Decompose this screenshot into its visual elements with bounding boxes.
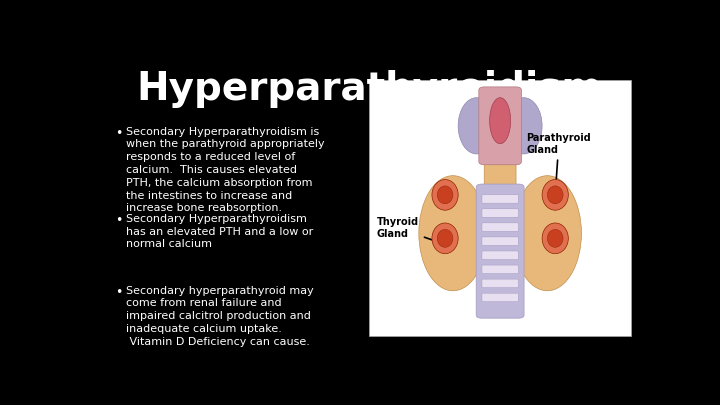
Ellipse shape	[547, 186, 563, 204]
Ellipse shape	[547, 229, 563, 247]
Text: Secondary Hyperparathyroidism
has an elevated PTH and a low or
normal calcium: Secondary Hyperparathyroidism has an ele…	[126, 214, 313, 249]
FancyBboxPatch shape	[482, 279, 518, 288]
FancyBboxPatch shape	[485, 163, 516, 196]
Ellipse shape	[542, 223, 568, 254]
Ellipse shape	[513, 176, 582, 291]
Text: Secondary hyperparathyroid may
come from renal failure and
impaired calcitrol pr: Secondary hyperparathyroid may come from…	[126, 286, 314, 347]
Text: •: •	[115, 214, 122, 227]
FancyBboxPatch shape	[369, 80, 631, 335]
FancyBboxPatch shape	[476, 184, 524, 318]
FancyBboxPatch shape	[482, 209, 518, 217]
FancyBboxPatch shape	[479, 87, 521, 165]
FancyBboxPatch shape	[482, 293, 518, 302]
Ellipse shape	[542, 179, 568, 210]
Ellipse shape	[490, 98, 510, 144]
Ellipse shape	[432, 179, 458, 210]
Ellipse shape	[458, 98, 495, 154]
Ellipse shape	[432, 223, 458, 254]
FancyBboxPatch shape	[482, 223, 518, 231]
Ellipse shape	[419, 176, 487, 291]
Ellipse shape	[437, 229, 453, 247]
FancyBboxPatch shape	[482, 195, 518, 203]
FancyBboxPatch shape	[482, 237, 518, 245]
Ellipse shape	[505, 98, 542, 154]
FancyBboxPatch shape	[482, 251, 518, 260]
Text: Thyroid
Gland: Thyroid Gland	[377, 217, 438, 243]
Text: •: •	[115, 126, 122, 140]
Text: Hyperparathyroidism: Hyperparathyroidism	[136, 70, 602, 109]
Text: Secondary Hyperparathyroidism is
when the parathyroid appropriately
responds to : Secondary Hyperparathyroidism is when th…	[126, 126, 325, 213]
Ellipse shape	[437, 186, 453, 204]
FancyBboxPatch shape	[482, 265, 518, 273]
Text: Parathyroid
Gland: Parathyroid Gland	[526, 133, 591, 190]
Text: •: •	[115, 286, 122, 298]
